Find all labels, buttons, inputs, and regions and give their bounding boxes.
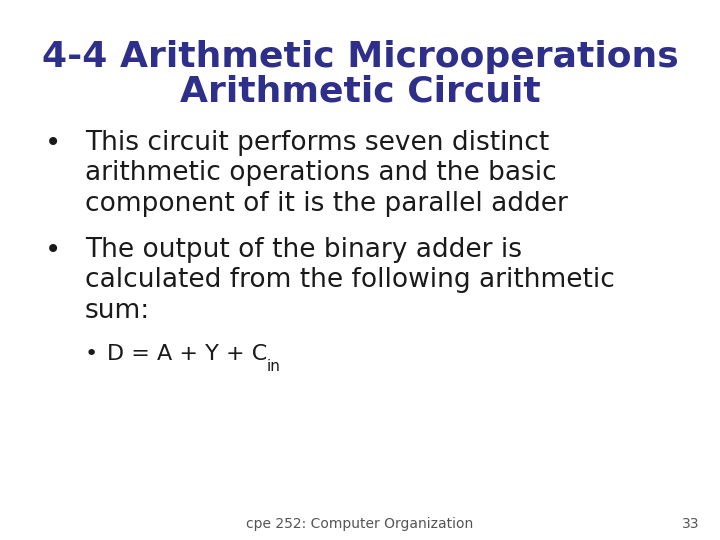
Text: component of it is the parallel adder: component of it is the parallel adder bbox=[85, 191, 568, 217]
Text: in: in bbox=[267, 359, 281, 374]
Text: Arithmetic Circuit: Arithmetic Circuit bbox=[179, 75, 541, 109]
Text: arithmetic operations and the basic: arithmetic operations and the basic bbox=[85, 160, 557, 186]
Text: calculated from the following arithmetic: calculated from the following arithmetic bbox=[85, 267, 615, 293]
Text: 4-4 Arithmetic Microoperations: 4-4 Arithmetic Microoperations bbox=[42, 40, 678, 73]
Text: The output of the binary adder is: The output of the binary adder is bbox=[85, 237, 522, 263]
Text: This circuit performs seven distinct: This circuit performs seven distinct bbox=[85, 130, 549, 156]
Text: •: • bbox=[45, 236, 61, 264]
Text: •: • bbox=[45, 129, 61, 157]
Text: 33: 33 bbox=[683, 517, 700, 531]
Text: •: • bbox=[85, 344, 98, 365]
Text: D = A + Y + C: D = A + Y + C bbox=[107, 344, 267, 365]
Text: cpe 252: Computer Organization: cpe 252: Computer Organization bbox=[246, 517, 474, 531]
Text: sum:: sum: bbox=[85, 298, 150, 323]
